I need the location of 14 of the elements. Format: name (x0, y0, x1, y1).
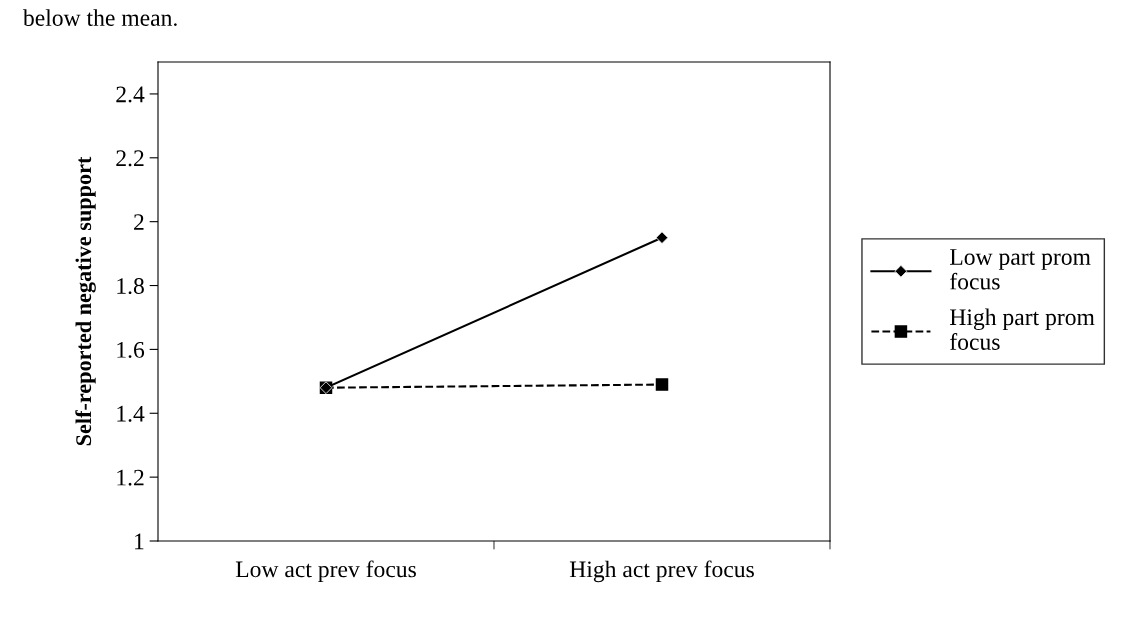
y-tick-label: 2.2 (116, 150, 144, 167)
x-tick-label: Low act prev focus (235, 560, 416, 583)
y-tick-label: 2 (134, 214, 144, 230)
y-tick-label: 1.6 (117, 341, 145, 358)
legend-label: Low part prom focus (950, 249, 1091, 290)
x-tick-label: High act prev focus (569, 560, 754, 583)
y-tick-label: 1.8 (117, 278, 144, 295)
y-tick-label: 1.2 (117, 469, 144, 486)
y-tick-label: 1.4 (117, 405, 145, 422)
legend-label: High part prom focus (950, 308, 1095, 350)
y-axis-title: Self-reported negative support (75, 156, 96, 446)
text: below the mean. (22, 9, 177, 27)
y-tick-label: 1 (135, 533, 144, 550)
y-tick-label: 2.4 (116, 86, 145, 103)
